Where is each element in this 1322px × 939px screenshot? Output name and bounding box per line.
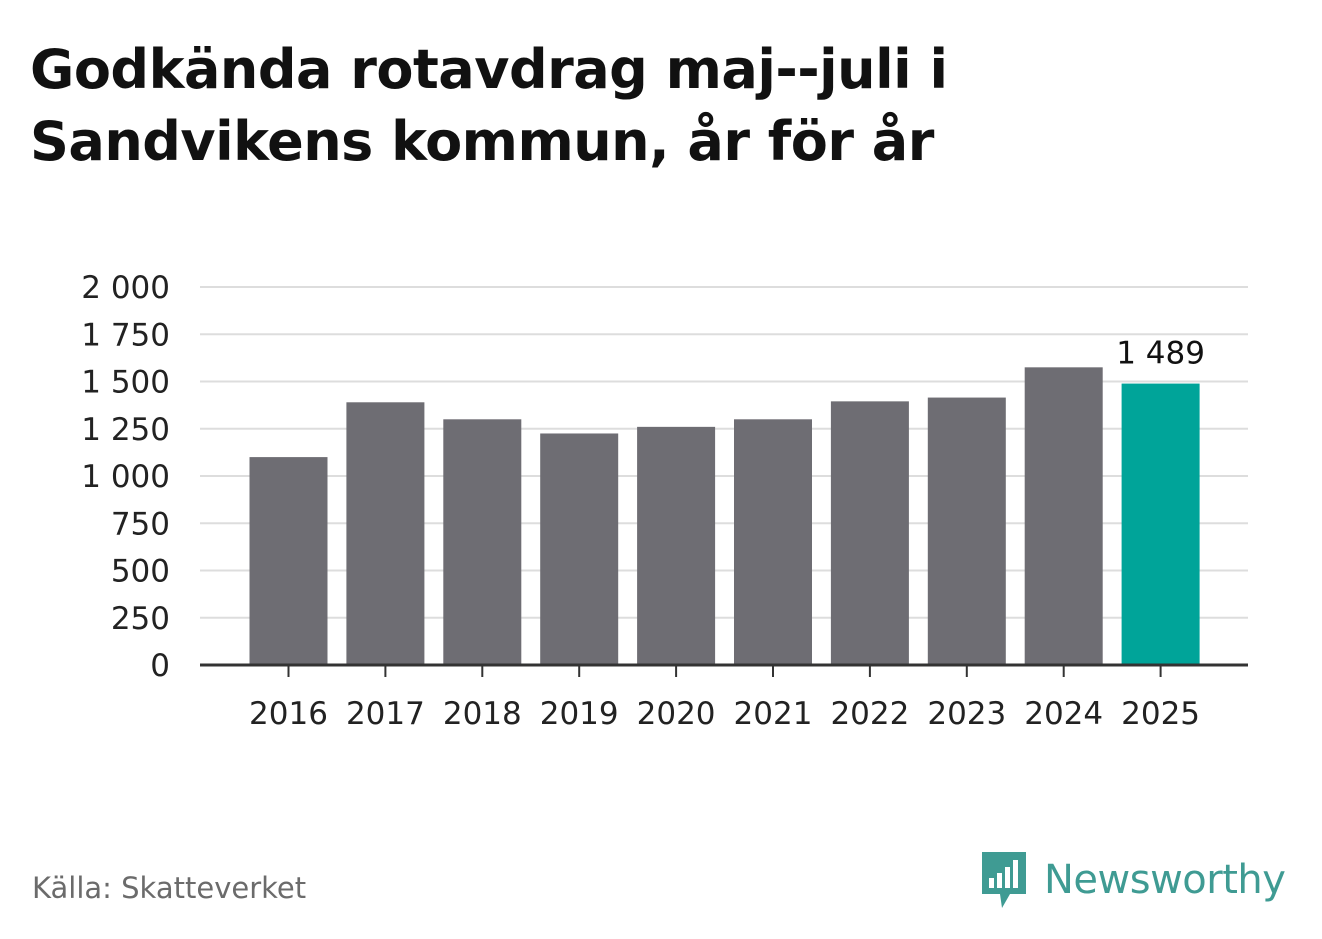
x-tick-label: 2025 (1121, 696, 1200, 732)
y-tick-label: 500 (111, 554, 170, 590)
bar-2025 (1121, 383, 1200, 665)
y-tick-label: 0 (150, 648, 170, 684)
data-labels: 1 489 (1116, 336, 1205, 372)
x-tick-label: 2023 (927, 696, 1006, 732)
x-tick-label: 2021 (734, 696, 813, 732)
x-tick-label: 2019 (540, 696, 619, 732)
bars (249, 367, 1200, 665)
y-axis-labels: 0 250 500 750 1 000 1 250 1 500 1 750 2 000 (81, 270, 170, 684)
brand-logo[interactable]: Newsworthy (980, 848, 1286, 912)
bar-2020 (637, 426, 716, 665)
bar-2023 (927, 397, 1006, 665)
x-axis-labels: 2016 2017 2018 2019 2020 2021 2022 2023 2024 2025 (249, 696, 1200, 732)
x-tick-label: 2018 (443, 696, 522, 732)
bar-2024 (1024, 367, 1103, 665)
bar-chart: 0 250 500 750 1 000 1 250 1 500 1 750 2 000 2016… (81, 270, 1248, 732)
y-tick-label: 750 (111, 506, 170, 542)
highlight-value-label: 1 489 (1116, 336, 1205, 372)
bar-2018 (443, 419, 522, 665)
y-tick-label: 1 500 (81, 365, 170, 401)
bar-2021 (734, 419, 812, 665)
bar-2019 (540, 433, 619, 665)
x-axis (200, 663, 1248, 677)
x-tick-label: 2016 (249, 696, 328, 732)
x-tick-label: 2022 (830, 696, 909, 732)
y-tick-label: 1 000 (81, 459, 170, 495)
chart-title: Godkända rotavdrag maj--juli i Sandviken… (30, 38, 948, 173)
bar-2017 (346, 402, 425, 665)
x-tick-label: 2017 (346, 696, 425, 732)
x-tick-label: 2020 (637, 696, 716, 732)
source-note: Källa: Skatteverket (32, 871, 307, 905)
y-tick-label: 2 000 (81, 270, 170, 306)
bar-2022 (830, 401, 909, 665)
x-tick-label: 2024 (1024, 696, 1103, 732)
y-tick-label: 1 250 (81, 412, 170, 448)
y-tick-label: 1 750 (81, 317, 170, 353)
bar-2016 (249, 457, 328, 665)
newsworthy-logo-icon (982, 852, 1026, 908)
y-tick-label: 250 (111, 601, 170, 637)
brand-name: Newsworthy (1044, 857, 1286, 903)
